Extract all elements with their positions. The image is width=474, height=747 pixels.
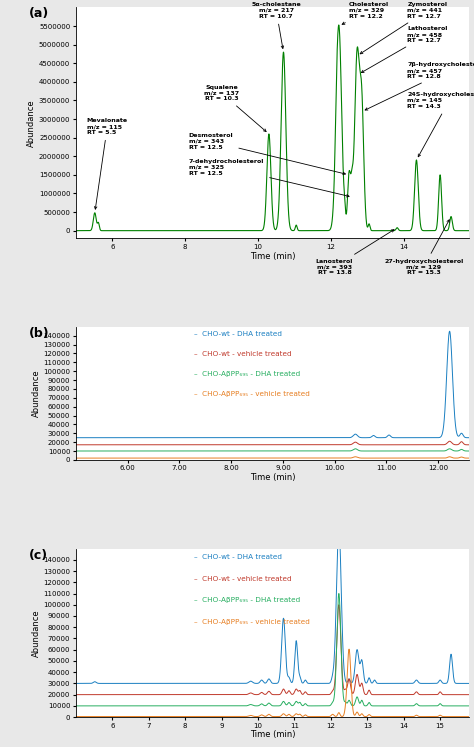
Text: –  CHO-wt - DHA treated: – CHO-wt - DHA treated <box>194 331 282 337</box>
Y-axis label: Abundance: Abundance <box>31 370 40 417</box>
Text: 27-hydroxycholesterol
m/z = 129
RT = 15.3: 27-hydroxycholesterol m/z = 129 RT = 15.… <box>384 220 464 275</box>
Y-axis label: Abundance: Abundance <box>31 609 40 657</box>
Text: Zymosterol
m/z = 441
RT = 12.7: Zymosterol m/z = 441 RT = 12.7 <box>360 2 447 54</box>
Text: (a): (a) <box>28 7 49 20</box>
Text: 7β-hydroxycholesterol
m/z = 457
RT = 12.8: 7β-hydroxycholesterol m/z = 457 RT = 12.… <box>365 63 474 110</box>
Text: –  CHO-AβPP₆₉₅ - vehicle treated: – CHO-AβPP₆₉₅ - vehicle treated <box>194 619 310 625</box>
X-axis label: Time (min): Time (min) <box>250 252 295 261</box>
Text: –  CHO-AβPP₆₉₅ - vehicle treated: – CHO-AβPP₆₉₅ - vehicle treated <box>194 391 310 397</box>
Text: Squalene
m/z = 137
RT = 10.3: Squalene m/z = 137 RT = 10.3 <box>204 84 266 131</box>
Text: –  CHO-wt - vehicle treated: – CHO-wt - vehicle treated <box>194 351 292 357</box>
Text: –  CHO-AβPP₆₉₅ - DHA treated: – CHO-AβPP₆₉₅ - DHA treated <box>194 598 300 604</box>
Text: (b): (b) <box>28 327 49 340</box>
Text: 24S-hydroxycholesterol
m/z = 145
RT = 14.3: 24S-hydroxycholesterol m/z = 145 RT = 14… <box>407 92 474 157</box>
Text: –  CHO-wt - vehicle treated: – CHO-wt - vehicle treated <box>194 575 292 582</box>
Text: Mevalonate
m/z = 115
RT = 5.5: Mevalonate m/z = 115 RT = 5.5 <box>87 118 128 209</box>
Text: Lathosterol
m/z = 458
RT = 12.7: Lathosterol m/z = 458 RT = 12.7 <box>361 26 448 72</box>
Text: 7-dehydrocholesterol
m/z = 325
RT = 12.5: 7-dehydrocholesterol m/z = 325 RT = 12.5 <box>189 159 349 197</box>
Text: Lanosterol
m/z = 393
RT = 13.8: Lanosterol m/z = 393 RT = 13.8 <box>316 229 394 275</box>
Text: Desmosterol
m/z = 343
RT = 12.5: Desmosterol m/z = 343 RT = 12.5 <box>189 133 346 175</box>
Text: –  CHO-wt - DHA treated: – CHO-wt - DHA treated <box>194 554 282 560</box>
X-axis label: Time (min): Time (min) <box>250 730 295 739</box>
Y-axis label: Abundance: Abundance <box>27 99 36 146</box>
Text: 5α-cholestane
m/z = 217
RT = 10.7: 5α-cholestane m/z = 217 RT = 10.7 <box>251 2 301 49</box>
Text: Cholesterol
m/z = 329
RT = 12.2: Cholesterol m/z = 329 RT = 12.2 <box>342 2 389 25</box>
Text: (c): (c) <box>28 548 48 562</box>
Text: –  CHO-AβPP₆₉₅ - DHA treated: – CHO-AβPP₆₉₅ - DHA treated <box>194 371 300 376</box>
X-axis label: Time (min): Time (min) <box>250 473 295 482</box>
